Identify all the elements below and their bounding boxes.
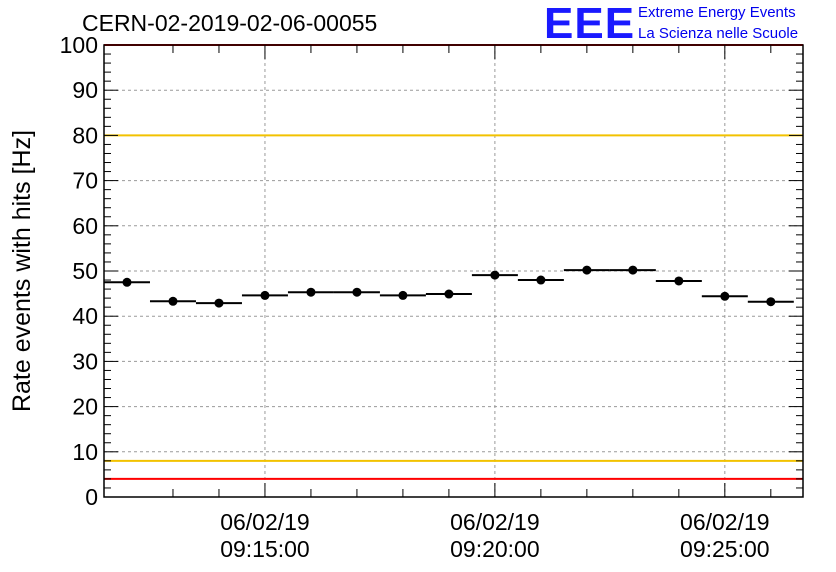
data-point [582,265,592,275]
data-point [122,277,132,287]
y-tick-label: 100 [60,32,98,58]
y-tick-label: 90 [72,77,98,103]
data-point [628,265,638,275]
y-tick-label: 20 [72,394,98,420]
y-tick-label: 10 [72,439,98,465]
data-point [352,287,362,297]
data-point [260,290,270,300]
data-point [490,270,500,280]
y-tick-label: 50 [72,258,98,284]
logo-tagline-2: La Scienza nelle Scuole [638,25,799,42]
y-axis-label: Rate events with hits [Hz] [8,130,36,412]
x-tick-label-date: 06/02/19 [680,509,770,535]
run-title: CERN-02-2019-02-06-00055 [82,10,378,36]
data-point [444,289,454,299]
x-tick-label-date: 06/02/19 [220,509,310,535]
data-point [536,275,546,285]
y-tick-label: 40 [72,303,98,329]
y-tick-label: 0 [85,484,98,510]
x-tick-label-time: 09:20:00 [450,536,540,562]
y-tick-label: 30 [72,348,98,374]
data-point [398,290,408,300]
data-point [168,296,178,306]
y-tick-label: 80 [72,122,98,148]
data-point [720,291,730,301]
x-tick-labels: 06/02/1909:15:0006/02/1909:20:0006/02/19… [220,509,769,562]
data-points [104,265,794,308]
axis-ticks [104,44,803,498]
x-tick-label-date: 06/02/19 [450,509,540,535]
logo-mark: EEE [544,0,636,48]
data-point [766,297,776,307]
y-tick-label: 60 [72,213,98,239]
data-point [674,276,684,286]
data-point [306,287,316,297]
y-tick-labels: 0 10 20 30 40 50 60 70 80 90 100 [60,32,98,510]
x-tick-label-time: 09:25:00 [680,536,770,562]
grid-lines [104,44,803,498]
eee-logo: EEE Extreme Energy Events La Scienza nel… [544,2,834,48]
x-tick-label-time: 09:15:00 [220,536,310,562]
data-point [214,298,224,308]
reference-lines [104,44,803,480]
logo-tagline-1: Extreme Energy Events [638,4,796,21]
y-tick-label: 70 [72,168,98,194]
